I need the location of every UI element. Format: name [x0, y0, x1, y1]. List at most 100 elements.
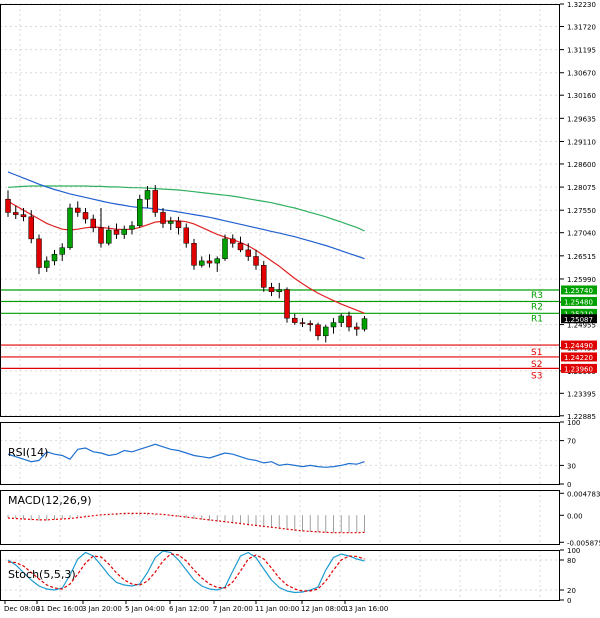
- rsi-y-tick-label: 0: [567, 481, 571, 489]
- candle: [20, 214, 27, 218]
- candle: [261, 265, 267, 288]
- panel-frame-macd: [0, 490, 560, 545]
- candle: [90, 218, 96, 229]
- y-tick-label: 1.24955: [567, 322, 596, 330]
- price-tag: [561, 285, 597, 295]
- candle: [137, 198, 143, 226]
- x-tick-label: Dec 08:00: [4, 605, 40, 613]
- candle: [106, 229, 112, 244]
- stoch-d-line: [7, 553, 365, 592]
- candle: [168, 220, 174, 224]
- y-tick-label: 1.30670: [567, 70, 596, 78]
- rsi-y-tick-label: 30: [567, 462, 576, 470]
- level-label-s2: S2: [531, 360, 542, 370]
- candle: [44, 260, 50, 268]
- price-tag-label: 1.24490: [564, 342, 593, 350]
- panel-frame-stoch: [0, 550, 560, 601]
- ma-blue-line: [7, 171, 365, 260]
- price-tag: [561, 340, 597, 350]
- y-tick-label: 1.29110: [567, 138, 596, 146]
- panel-frame-rsi: [0, 422, 560, 485]
- price-tag: [561, 363, 597, 373]
- ma-green-line: [7, 185, 365, 232]
- candle: [330, 322, 337, 328]
- y-tick-label: 1.28600: [567, 161, 596, 169]
- y-tick-label: 1.27550: [567, 207, 596, 215]
- candle: [98, 227, 104, 244]
- x-tick-label: 6 Jan 12:00: [169, 605, 209, 613]
- rsi-y-tick-label: 100: [567, 419, 580, 427]
- rsi-y-tick-label: 70: [567, 438, 576, 446]
- candle: [59, 247, 65, 255]
- candle: [253, 256, 259, 266]
- x-tick-label: 13 Jan 16:00: [344, 605, 388, 613]
- candle: [230, 238, 236, 244]
- y-tick-label: 1.23395: [567, 390, 596, 398]
- candle: [129, 225, 135, 230]
- level-label-r1: R1: [531, 314, 543, 324]
- candle: [346, 315, 352, 328]
- candle: [354, 326, 360, 330]
- candle: [121, 228, 127, 235]
- candle: [315, 324, 321, 337]
- candle: [13, 212, 19, 215]
- y-tick-label: 1.30160: [567, 92, 596, 100]
- x-tick-label: 7 Jan 20:00: [213, 605, 253, 613]
- candle: [199, 260, 205, 266]
- y-tick-label: 1.22885: [567, 413, 596, 421]
- price-tag: [561, 308, 597, 318]
- candle: [28, 216, 34, 240]
- x-tick-label: 3 Jan 20:00: [82, 605, 122, 613]
- candle: [307, 323, 313, 326]
- stoch-y-tick-label: 100: [567, 547, 580, 555]
- candle: [5, 198, 11, 213]
- candle: [191, 243, 197, 266]
- x-tick-label: 5 Jan 04:00: [125, 605, 165, 613]
- candle: [292, 317, 298, 323]
- candle: [284, 289, 290, 319]
- stoch-label: Stoch(5,5,3): [8, 568, 76, 581]
- candle: [175, 220, 182, 229]
- candle: [183, 227, 189, 244]
- price-tag-label: 1.23960: [564, 365, 593, 373]
- y-tick-label: 1.31720: [567, 23, 596, 31]
- rsi-line: [7, 443, 365, 468]
- y-tick-label: 1.26515: [567, 253, 596, 261]
- candle: [113, 229, 120, 235]
- stoch-y-tick-label: 80: [567, 557, 576, 565]
- macd-y-tick-label: 0.004783: [567, 490, 600, 498]
- candle: [51, 254, 58, 262]
- price-tag-label: 1.25087: [564, 316, 593, 324]
- stoch-panel: Stoch(5,5,3): [7, 550, 365, 594]
- candle: [67, 207, 73, 248]
- candle: [268, 287, 275, 292]
- candle: [245, 249, 251, 257]
- candle: [82, 212, 89, 220]
- level-label-r3: R3: [531, 291, 543, 301]
- price-tag-label: 1.25480: [564, 298, 593, 306]
- candle: [323, 326, 329, 337]
- macd-panel: MACD(12,26,9): [7, 494, 365, 534]
- macd-label: MACD(12,26,9): [8, 494, 92, 507]
- stoch-y-tick-label: 0: [567, 597, 571, 605]
- rsi-label: RSI(14): [8, 446, 48, 459]
- candle: [144, 190, 151, 200]
- candle: [237, 243, 244, 251]
- y-tick-label: 1.32230: [567, 1, 596, 9]
- y-tick-label: 1.29635: [567, 115, 596, 123]
- candle: [206, 260, 213, 264]
- panel-frame-price: [0, 4, 560, 417]
- x-tick-label: 31 Dec 16:00: [36, 605, 83, 613]
- price-tag: [561, 352, 597, 362]
- candle: [276, 289, 282, 292]
- candle: [36, 238, 42, 268]
- macd-y-tick-label: -0.005875: [567, 539, 600, 547]
- level-label-r2: R2: [531, 302, 543, 312]
- ma-red-line: [7, 200, 365, 314]
- macd-y-tick-label: 0.00: [567, 512, 583, 520]
- candle: [299, 322, 306, 324]
- y-tick-label: 1.25990: [567, 276, 596, 284]
- candle: [361, 318, 368, 330]
